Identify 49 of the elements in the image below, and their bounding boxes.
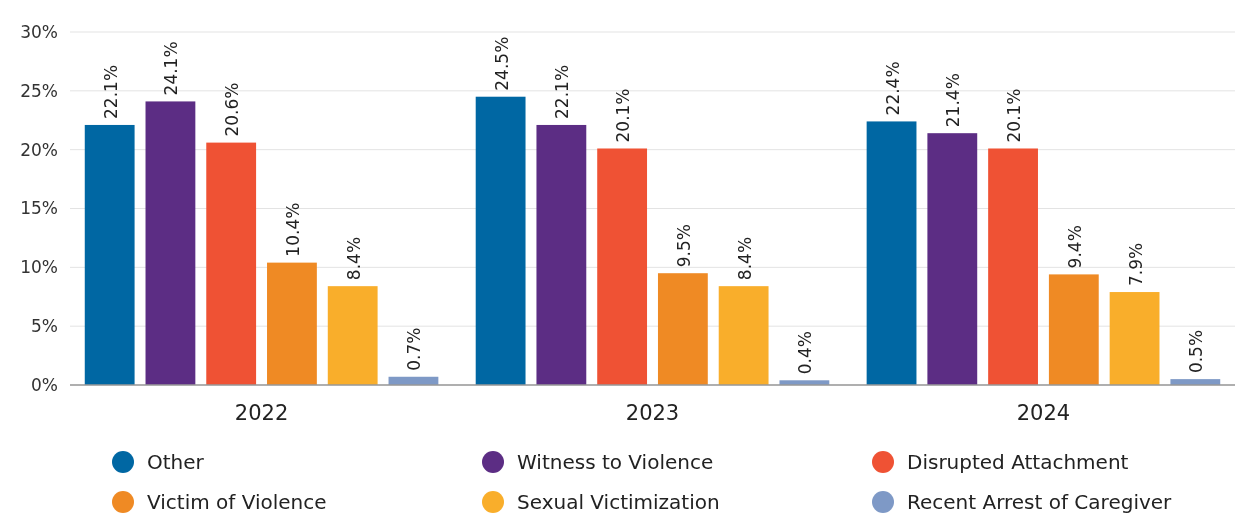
bar	[1109, 292, 1160, 385]
y-tick-label: 0%	[31, 374, 58, 395]
data-label: 9.5%	[673, 224, 694, 268]
bar	[327, 286, 378, 385]
data-label: 24.1%	[161, 41, 182, 96]
y-tick-label: 15%	[20, 198, 58, 219]
y-tick-label: 30%	[20, 21, 58, 42]
bar	[597, 148, 648, 385]
legend-label: Sexual Victimization	[517, 490, 720, 513]
x-tick-label: 2024	[1016, 401, 1071, 425]
legend-label: Recent Arrest of Caregiver	[907, 490, 1173, 513]
data-label: 20.6%	[222, 82, 243, 137]
legend-label: Victim of Violence	[147, 490, 327, 513]
x-tick-label: 2022	[234, 401, 289, 425]
data-label: 24.5%	[491, 36, 512, 91]
legend-label: Disrupted Attachment	[907, 450, 1129, 474]
y-tick-label: 20%	[20, 139, 58, 160]
data-label: 0.7%	[404, 327, 425, 371]
bar	[718, 286, 769, 385]
y-tick-label: 10%	[20, 257, 58, 278]
bar	[145, 101, 196, 385]
bar	[657, 273, 708, 385]
data-label: 9.4%	[1064, 225, 1085, 269]
bar	[267, 262, 317, 385]
data-label: 21.4%	[943, 73, 964, 128]
data-label: 22.4%	[882, 61, 903, 116]
bar	[84, 124, 135, 385]
bar	[206, 142, 257, 385]
legend-label: Witness to Violence	[517, 450, 714, 474]
y-tick-label: 25%	[20, 80, 58, 101]
x-tick-label: 2023	[625, 401, 680, 425]
y-tick-label: 5%	[31, 316, 58, 337]
bar	[927, 133, 978, 385]
bar	[1048, 274, 1099, 385]
data-label: 0.4%	[795, 331, 816, 375]
bar	[988, 148, 1038, 385]
data-label: 8.4%	[734, 236, 755, 281]
bar	[475, 96, 526, 385]
bar	[866, 121, 917, 385]
data-label: 8.4%	[343, 236, 364, 281]
data-label: 22.1%	[552, 64, 573, 119]
data-label: 10.4%	[282, 202, 303, 257]
bar	[536, 124, 587, 385]
data-label: 7.9%	[1125, 242, 1146, 287]
data-label: 20.1%	[1004, 88, 1025, 143]
data-label: 20.1%	[613, 88, 634, 143]
data-label: 22.1%	[100, 64, 121, 119]
legend-label: Other	[147, 450, 205, 474]
data-label: 0.5%	[1186, 329, 1207, 374]
